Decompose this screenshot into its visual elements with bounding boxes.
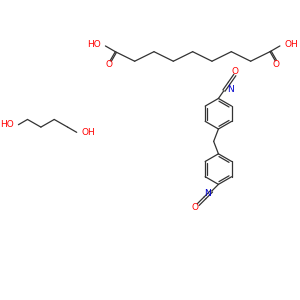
Text: N: N xyxy=(204,188,211,197)
Text: HO: HO xyxy=(87,40,101,49)
Text: O: O xyxy=(231,67,239,76)
Text: OH: OH xyxy=(285,40,298,49)
Text: O: O xyxy=(192,203,199,212)
Text: HO: HO xyxy=(0,120,14,129)
Text: OH: OH xyxy=(82,128,95,137)
Text: O: O xyxy=(106,60,112,69)
Text: O: O xyxy=(273,60,280,69)
Text: N: N xyxy=(227,85,234,94)
